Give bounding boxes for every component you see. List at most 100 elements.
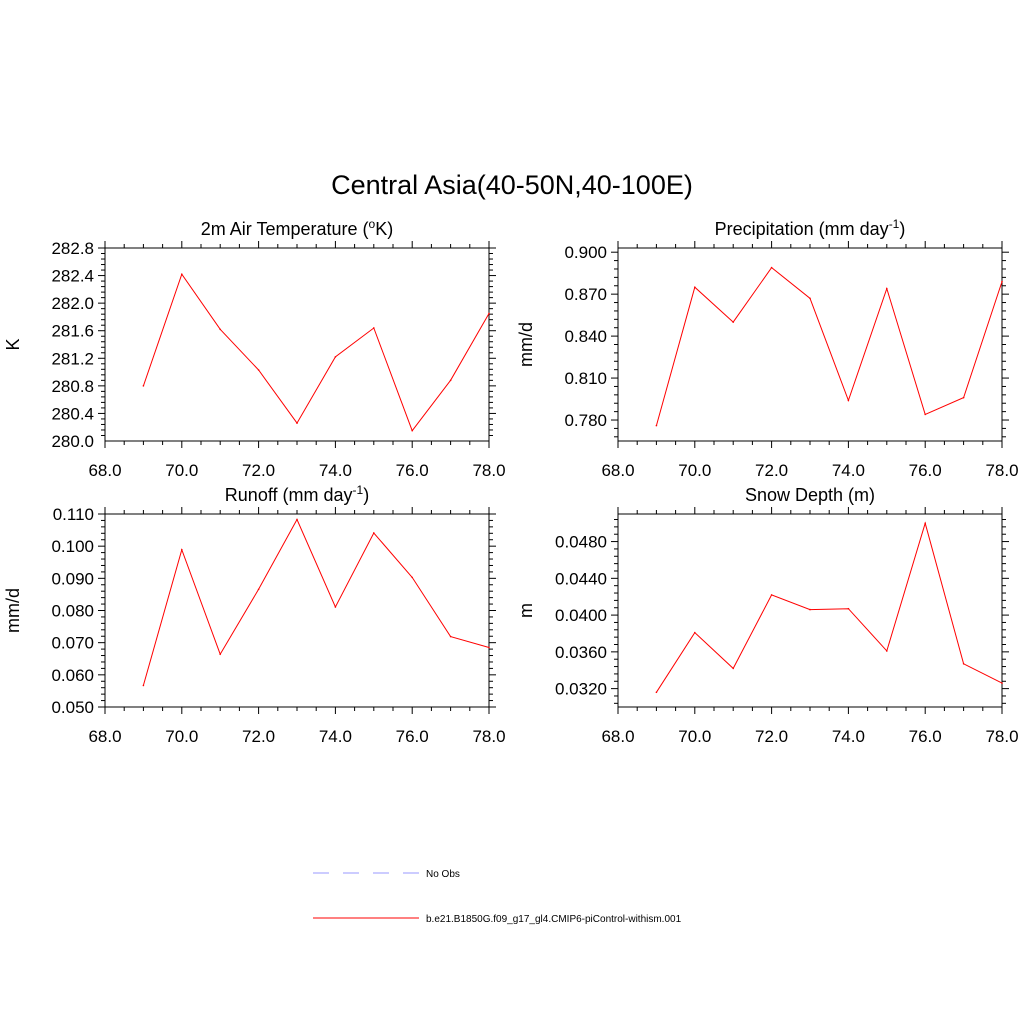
- x-tick-label: 76.0: [909, 727, 942, 746]
- legend: No Obs b.e21.B1850G.f09_g17_gl4.CMIP6-pi…: [313, 869, 682, 925]
- data-point: [1001, 682, 1003, 684]
- y-tick-label: 0.100: [51, 537, 94, 556]
- data-point: [770, 594, 773, 596]
- data-point: [142, 684, 145, 687]
- panel-title-snow-depth: Snow Depth (m): [745, 485, 875, 505]
- y-tick-label: 0.0480: [555, 533, 607, 552]
- data-point: [732, 667, 734, 670]
- panel-title-superscript: o: [369, 217, 376, 231]
- y-tick-label: 0.0440: [555, 569, 607, 588]
- x-tick-label: 68.0: [601, 727, 634, 746]
- panel-precipitation: Precipitation (mm day-1) 68.0 70.0 72.0 74.0…: [516, 217, 1019, 480]
- x-tick-label: 78.0: [985, 727, 1018, 746]
- panel-air-temperature: 2m Air Temperature (oK) 68.0 70.0 72.0 74.0 7…: [3, 217, 506, 480]
- plot-frame-runoff: [104, 513, 490, 708]
- x-tick-label: 70.0: [678, 727, 711, 746]
- y-tick-label: 0.810: [564, 369, 607, 388]
- panel-title-precipitation: Precipitation (mm day-1): [715, 217, 906, 239]
- x-tick-label: 72.0: [242, 727, 275, 746]
- y-tick-label: 280.4: [51, 404, 94, 423]
- data-point: [219, 328, 221, 331]
- data-point: [296, 422, 298, 424]
- data-point: [181, 548, 183, 551]
- x-tick-label: 78.0: [472, 727, 505, 746]
- panel-title-text: 2m Air Temperature (: [201, 219, 369, 239]
- panel-title-text: Precipitation (mm day: [715, 219, 889, 239]
- plot-frame-precipitation: [617, 247, 1003, 442]
- data-point: [449, 379, 452, 382]
- y-tick-label: 0.780: [564, 411, 607, 430]
- data-point: [257, 588, 260, 591]
- data-point: [732, 321, 734, 323]
- x-tick-label: 74.0: [832, 727, 865, 746]
- data-point: [142, 385, 145, 387]
- data-point: [924, 522, 926, 524]
- panel-title-text: Runoff (mm day: [225, 485, 353, 505]
- panel-title-runoff: Runoff (mm day-1): [225, 483, 369, 505]
- data-point: [334, 356, 337, 358]
- x-tick-label: 72.0: [755, 461, 788, 480]
- panel-runoff: Runoff (mm day-1) 68.0 70.0 72.0 74.0 76.0 78.…: [3, 483, 506, 746]
- y-tick-label: 0.0320: [555, 680, 607, 699]
- x-tick-label: 72.0: [755, 727, 788, 746]
- panel-title-tail: ): [899, 219, 905, 239]
- data-point: [1001, 280, 1003, 283]
- data-point: [655, 424, 658, 427]
- data-point: [219, 653, 221, 656]
- data-point: [411, 576, 414, 579]
- series-line-air-temperature: [142, 273, 490, 432]
- panel-title-superscript: -1: [353, 483, 364, 497]
- data-point: [886, 650, 888, 652]
- data-point: [181, 273, 183, 275]
- data-point: [847, 399, 850, 402]
- panel-title-superscript: -1: [889, 217, 900, 231]
- data-point: [373, 327, 375, 329]
- data-point: [962, 396, 965, 399]
- data-point: [809, 608, 811, 611]
- y-tick-label: 0.870: [564, 285, 607, 304]
- data-point: [411, 429, 414, 432]
- x-tick-label: 74.0: [319, 727, 352, 746]
- x-tick-label: 76.0: [396, 461, 429, 480]
- legend-label-model: b.e21.B1850G.f09_g17_gl4.CMIP6-piControl…: [426, 914, 682, 925]
- data-point: [655, 691, 658, 694]
- x-tick-label: 78.0: [472, 461, 505, 480]
- y-tick-label: 281.6: [51, 322, 94, 341]
- data-point: [847, 607, 850, 610]
- panel-title-text: Snow Depth (m): [745, 485, 875, 505]
- x-tick-label: 68.0: [88, 461, 121, 480]
- data-point: [373, 532, 375, 534]
- panel-title-air-temperature: 2m Air Temperature (oK): [201, 217, 393, 239]
- y-tick-label: 0.090: [51, 569, 94, 588]
- y-tick-label: 282.0: [51, 294, 94, 313]
- y-tick-label: 282.4: [51, 267, 94, 286]
- y-tick-label: 280.8: [51, 377, 94, 396]
- data-point: [488, 646, 490, 649]
- data-point: [334, 606, 337, 608]
- y-tick-label: 0.840: [564, 327, 607, 346]
- x-tick-label: 70.0: [678, 461, 711, 480]
- panel-snow-depth: Snow Depth (m) 68.0 70.0 72.0 74.0 76.0 78.0 0.…: [516, 485, 1019, 746]
- x-tick-label: 68.0: [601, 461, 634, 480]
- series-line-precipitation: [655, 266, 1003, 426]
- series-line-snow-depth: [655, 521, 1003, 693]
- data-point: [694, 631, 696, 634]
- plot-frame-air-temperature: [104, 247, 490, 442]
- data-point: [488, 312, 490, 315]
- data-point: [449, 635, 452, 638]
- y-tick-label: 0.900: [564, 243, 607, 262]
- y-tick-label: 0.070: [51, 634, 94, 653]
- y-axis-label-runoff: mm/d: [3, 588, 23, 633]
- y-tick-label: 0.0360: [555, 643, 607, 662]
- x-tick-label: 78.0: [985, 461, 1018, 480]
- y-tick-label: 0.0400: [555, 606, 607, 625]
- series-line-runoff: [142, 518, 490, 686]
- figure-title: Central Asia(40-50N,40-100E): [331, 170, 693, 200]
- y-axis-label-precipitation: mm/d: [516, 322, 536, 367]
- x-tick-label: 72.0: [242, 461, 275, 480]
- y-tick-label: 0.060: [51, 666, 94, 685]
- data-point: [770, 266, 773, 269]
- panel-title-tail: K): [375, 219, 393, 239]
- data-point: [962, 663, 965, 665]
